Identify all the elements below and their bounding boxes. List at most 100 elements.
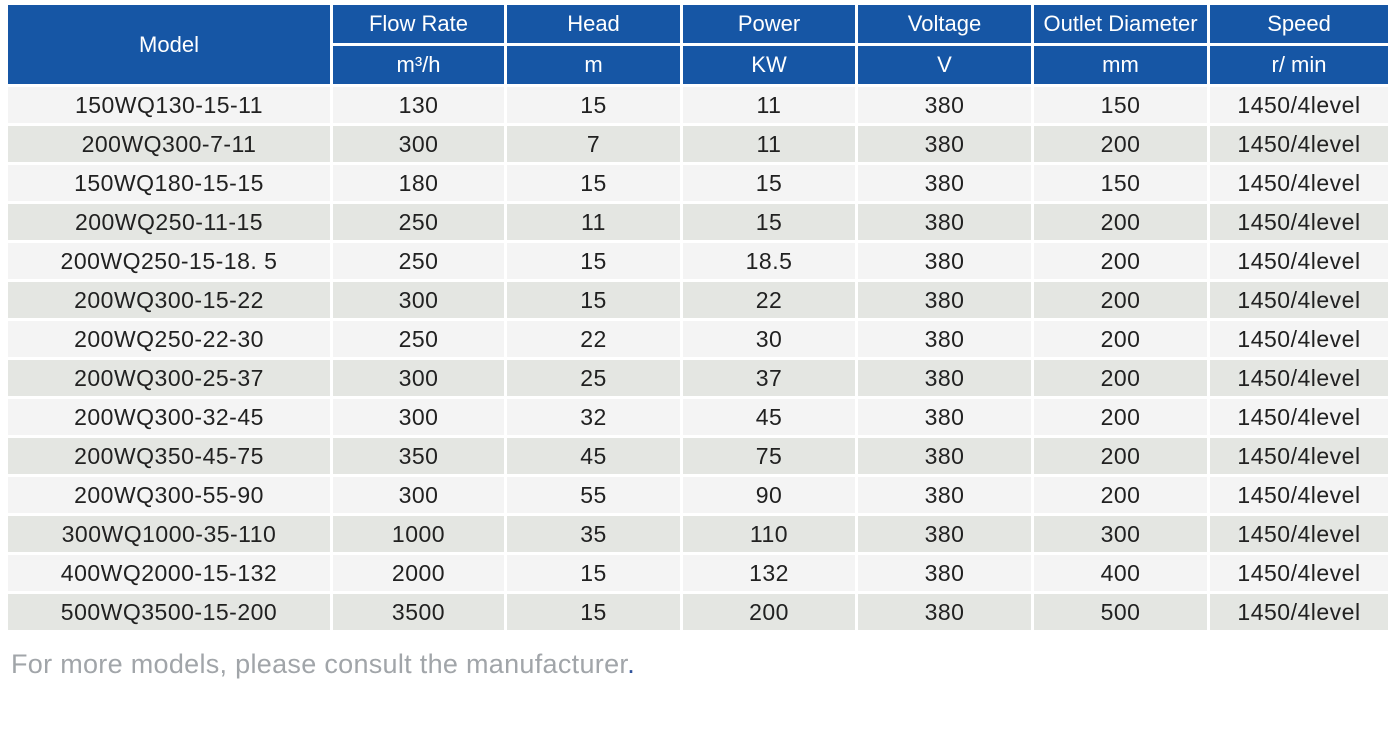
cell-outlet_diameter: 200	[1031, 318, 1210, 360]
cell-outlet_diameter: 200	[1031, 435, 1210, 477]
cell-voltage: 380	[855, 474, 1034, 516]
header-voltage: Voltage	[855, 2, 1034, 46]
cell-speed: 1450/4level	[1207, 123, 1391, 165]
cell-head: 15	[504, 279, 683, 321]
cell-speed: 1450/4level	[1207, 552, 1391, 594]
cell-model: 200WQ300-55-90	[5, 474, 333, 516]
cell-flow_rate: 250	[330, 240, 507, 282]
cell-outlet_diameter: 200	[1031, 357, 1210, 399]
cell-outlet_diameter: 150	[1031, 162, 1210, 204]
footer-note: For more models, please consult the manu…	[11, 649, 1388, 680]
header-label-row: Model Flow Rate Head Power Voltage Outle…	[5, 2, 1391, 87]
cell-power: 11	[680, 84, 858, 126]
cell-outlet_diameter: 200	[1031, 474, 1210, 516]
cell-model: 200WQ300-15-22	[5, 279, 333, 321]
cell-voltage: 380	[855, 318, 1034, 360]
cell-voltage: 380	[855, 591, 1034, 633]
unit-flow-rate: m³/h	[330, 43, 507, 87]
table-row: 200WQ300-55-90 300 55 90 380 200 1450/4level	[5, 474, 1391, 516]
cell-outlet_diameter: 400	[1031, 552, 1210, 594]
cell-flow_rate: 180	[330, 162, 507, 204]
cell-power: 37	[680, 357, 858, 399]
cell-flow_rate: 130	[330, 84, 507, 126]
cell-model: 200WQ300-32-45	[5, 396, 333, 438]
table-header: Model Flow Rate Head Power Voltage Outle…	[5, 2, 1391, 87]
cell-model: 200WQ300-7-11	[5, 123, 333, 165]
cell-flow_rate: 250	[330, 318, 507, 360]
cell-model: 500WQ3500-15-200	[5, 591, 333, 633]
cell-head: 55	[504, 474, 683, 516]
cell-voltage: 380	[855, 84, 1034, 126]
cell-head: 15	[504, 591, 683, 633]
header-power: Power	[680, 2, 858, 46]
table-row: 200WQ300-7-11 300 7 11 380 200 1450/4level	[5, 123, 1391, 165]
cell-outlet_diameter: 200	[1031, 123, 1210, 165]
cell-head: 7	[504, 123, 683, 165]
cell-head: 32	[504, 396, 683, 438]
cell-model: 200WQ250-11-15	[5, 201, 333, 243]
cell-outlet_diameter: 200	[1031, 279, 1210, 321]
unit-power: KW	[680, 43, 858, 87]
cell-power: 75	[680, 435, 858, 477]
cell-head: 15	[504, 240, 683, 282]
cell-flow_rate: 300	[330, 357, 507, 399]
cell-head: 15	[504, 552, 683, 594]
cell-head: 15	[504, 162, 683, 204]
cell-voltage: 380	[855, 435, 1034, 477]
cell-voltage: 380	[855, 162, 1034, 204]
table-row: 200WQ250-22-30 250 22 30 380 200 1450/4level	[5, 318, 1391, 360]
cell-power: 22	[680, 279, 858, 321]
cell-head: 45	[504, 435, 683, 477]
cell-power: 30	[680, 318, 858, 360]
cell-voltage: 380	[855, 513, 1034, 555]
cell-outlet_diameter: 500	[1031, 591, 1210, 633]
header-unit-row: m³/h m KW V mm r/ min	[7, 43, 1391, 87]
cell-flow_rate: 300	[330, 396, 507, 438]
header-head: Head	[504, 2, 683, 46]
cell-flow_rate: 300	[330, 474, 507, 516]
cell-head: 15	[504, 84, 683, 126]
cell-power: 90	[680, 474, 858, 516]
unit-head: m	[504, 43, 683, 87]
cell-speed: 1450/4level	[1207, 435, 1391, 477]
cell-model: 150WQ130-15-11	[5, 84, 333, 126]
footer-note-text: For more models, please consult the manu…	[11, 649, 628, 679]
cell-model: 200WQ350-45-75	[5, 435, 333, 477]
cell-speed: 1450/4level	[1207, 396, 1391, 438]
cell-flow_rate: 3500	[330, 591, 507, 633]
cell-power: 11	[680, 123, 858, 165]
cell-voltage: 380	[855, 279, 1034, 321]
table-row: 150WQ130-15-11 130 15 11 380 150 1450/4level	[5, 84, 1391, 126]
table-row: 200WQ300-15-22 300 15 22 380 200 1450/4level	[5, 279, 1391, 321]
cell-power: 15	[680, 201, 858, 243]
cell-voltage: 380	[855, 123, 1034, 165]
pump-spec-table: Model Flow Rate Head Power Voltage Outle…	[5, 2, 1391, 633]
unit-speed: r/ min	[1207, 43, 1391, 87]
cell-speed: 1450/4level	[1207, 318, 1391, 360]
cell-flow_rate: 300	[330, 279, 507, 321]
cell-flow_rate: 2000	[330, 552, 507, 594]
cell-model: 200WQ250-15-18. 5	[5, 240, 333, 282]
cell-voltage: 380	[855, 552, 1034, 594]
cell-outlet_diameter: 150	[1031, 84, 1210, 126]
header-speed: Speed	[1207, 2, 1391, 46]
cell-power: 18.5	[680, 240, 858, 282]
cell-model: 150WQ180-15-15	[5, 162, 333, 204]
table-row: 200WQ250-15-18. 5 250 15 18.5 380 200 1450/4le…	[5, 240, 1391, 282]
page: Model Flow Rate Head Power Voltage Outle…	[5, 2, 1391, 680]
cell-outlet_diameter: 200	[1031, 396, 1210, 438]
cell-head: 11	[504, 201, 683, 243]
cell-flow_rate: 300	[330, 123, 507, 165]
cell-speed: 1450/4level	[1207, 84, 1391, 126]
cell-model: 300WQ1000-35-110	[5, 513, 333, 555]
table-row: 200WQ250-11-15 250 11 15 380 200 1450/4level	[5, 201, 1391, 243]
header-model: Model	[5, 2, 333, 87]
cell-voltage: 380	[855, 201, 1034, 243]
unit-voltage: V	[855, 43, 1034, 87]
header-flow-rate: Flow Rate	[330, 2, 507, 46]
cell-outlet_diameter: 200	[1031, 201, 1210, 243]
cell-speed: 1450/4level	[1207, 357, 1391, 399]
cell-head: 35	[504, 513, 683, 555]
cell-power: 200	[680, 591, 858, 633]
cell-speed: 1450/4level	[1207, 474, 1391, 516]
